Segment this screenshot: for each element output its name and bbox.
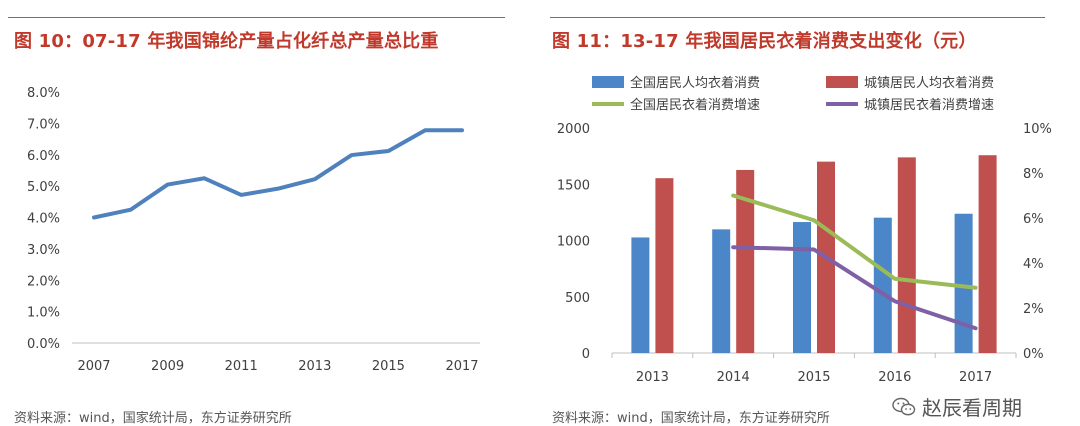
- watermark: 赵辰看周期: [892, 392, 1022, 421]
- y-tick-label: 2.0%: [27, 274, 60, 289]
- x-tick-label: 2014: [717, 370, 750, 385]
- legend-swatch: [592, 76, 624, 88]
- title-rule: [8, 17, 505, 18]
- y-tick-label: 4.0%: [27, 212, 60, 227]
- y-right-tick-label: 2%: [1023, 302, 1044, 317]
- bar-national: [873, 217, 892, 353]
- x-tick-label: 2017: [445, 359, 478, 374]
- wechat-icon: [892, 397, 916, 415]
- title-rule: [550, 17, 1045, 18]
- bar-urban: [897, 157, 916, 353]
- line-national-growth: [731, 193, 978, 290]
- y-tick-label: 6.0%: [27, 149, 60, 164]
- x-tick-label: 2015: [797, 370, 830, 385]
- bar-national: [793, 222, 811, 353]
- legend-label: 全国居民人均衣着消费: [630, 75, 760, 91]
- x-tick-label: 2016: [878, 370, 911, 385]
- x-tick-label: 2011: [225, 359, 258, 374]
- bar-national: [631, 237, 650, 353]
- x-tick-label: 2017: [959, 370, 992, 385]
- y-right-tick-label: 6%: [1023, 212, 1044, 227]
- bar-urban: [736, 169, 755, 353]
- y-left-tick-label: 2000: [557, 122, 590, 137]
- y-tick-label: 7.0%: [27, 117, 60, 132]
- y-right-tick-label: 10%: [1023, 122, 1052, 137]
- y-tick-label: 8.0%: [27, 86, 60, 101]
- y-left-tick-label: 0: [582, 347, 590, 362]
- y-left-tick-label: 1000: [557, 235, 590, 250]
- y-tick-label: 3.0%: [27, 243, 60, 258]
- series-line: [92, 128, 464, 220]
- x-tick-label: 2015: [372, 359, 405, 374]
- chart-title: 图 10：07-17 年我国锦纶产量占化纤总产量总比重: [14, 31, 439, 52]
- line-chart: 0.0% 1.0% 2.0% 3.0% 4.0% 5.0% 6.0% 7.0% 8.0% 2007…: [27, 86, 480, 374]
- y-tick-label: 0.0%: [27, 337, 60, 352]
- x-tick-label: 2009: [151, 359, 184, 374]
- source-note: 资料来源：wind，国家统计局，东方证券研究所: [552, 411, 830, 426]
- bar-urban: [655, 178, 674, 353]
- chart-title: 图 11：13-17 年我国居民衣着消费支出变化（元）: [552, 31, 977, 52]
- left-chart-panel: 图 10：07-17 年我国锦纶产量占化纤总产量总比重 0.0% 1.0% 2.0%…: [0, 0, 520, 426]
- y-right-tick-label: 4%: [1023, 257, 1044, 272]
- watermark-text: 赵辰看周期: [922, 396, 1022, 420]
- y-right-tick-label: 8%: [1023, 167, 1044, 182]
- bar-urban: [978, 155, 997, 353]
- x-tick-label: 2007: [77, 359, 110, 374]
- right-chart-panel: 图 11：13-17 年我国居民衣着消费支出变化（元） 0 500 1000 1500…: [540, 0, 1080, 426]
- legend-label: 城镇居民衣着消费增速: [864, 97, 994, 113]
- x-tick-label: 2013: [636, 370, 669, 385]
- y-right-tick-label: 0%: [1023, 347, 1044, 362]
- source-note: 资料来源：wind，国家统计局，东方证券研究所: [14, 411, 292, 426]
- y-left-tick-label: 1500: [557, 178, 590, 193]
- legend-label: 城镇居民人均衣着消费: [864, 75, 994, 91]
- y-tick-label: 1.0%: [27, 306, 60, 321]
- bar-national: [712, 229, 731, 353]
- bar-national: [954, 213, 973, 353]
- bar-line-combo-chart: 0 500 1000 1500 2000 0% 2% 4% 6% 8% 10% 2013 2014 201…: [557, 75, 1052, 385]
- legend-swatch: [826, 76, 858, 88]
- line-urban-growth: [731, 245, 978, 331]
- y-left-tick-label: 500: [565, 291, 590, 306]
- y-tick-label: 5.0%: [27, 180, 60, 195]
- x-tick-label: 2013: [298, 359, 331, 374]
- legend-label: 全国居民衣着消费增速: [630, 97, 760, 113]
